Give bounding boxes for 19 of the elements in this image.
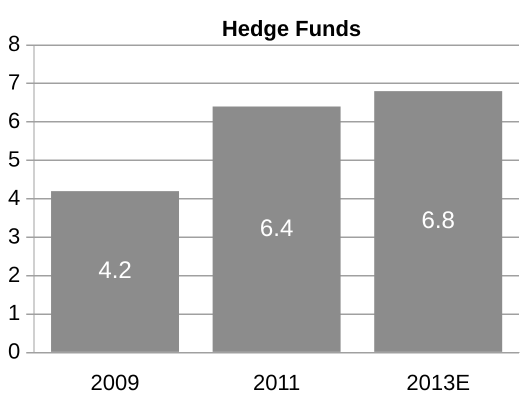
y-tick-label: 5: [8, 146, 20, 172]
y-tick-label: 1: [8, 300, 20, 326]
y-tick-label: 0: [8, 338, 20, 364]
x-tick-label: 2009: [90, 370, 140, 395]
data-label: 6.8: [422, 207, 455, 234]
y-tick-label: 3: [8, 223, 20, 248]
x-tick-label: 2011: [252, 370, 300, 395]
y-tick-label: 7: [8, 70, 20, 95]
chart-title: Hedge Funds: [220, 16, 362, 42]
y-tick-label: 2: [8, 262, 20, 287]
y-tick-label: 4: [8, 184, 20, 210]
data-label: 4.2: [98, 257, 132, 284]
x-tick-label: 2013E: [406, 370, 470, 395]
y-tick-label: 6: [8, 108, 20, 133]
data-label: 6.4: [260, 214, 294, 242]
bar: [51, 191, 180, 352]
bar: [374, 91, 502, 352]
bar: [212, 106, 341, 352]
y-tick-label: 8: [8, 31, 20, 56]
